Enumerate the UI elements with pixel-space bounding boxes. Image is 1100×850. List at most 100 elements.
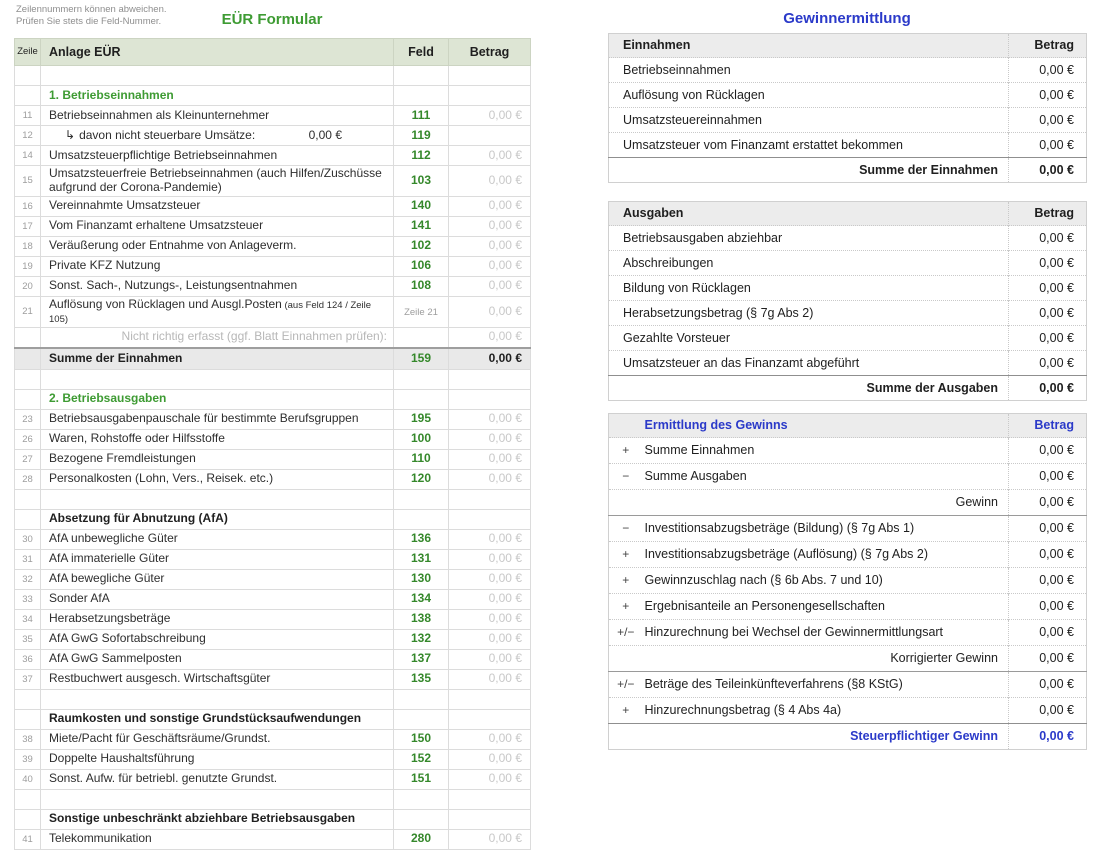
amount-cell[interactable]: 0,00 €	[1008, 515, 1087, 542]
betrag-cell[interactable]: 0,00 €	[448, 628, 531, 650]
betrag-cell[interactable]: 0,00 €	[448, 568, 531, 590]
table-row	[14, 688, 531, 710]
betrag-cell[interactable]: 0,00 €	[448, 648, 531, 670]
amount-cell[interactable]: 0,00 €	[1008, 619, 1087, 646]
amount-cell[interactable]: 0,00 €	[1008, 541, 1087, 568]
table-row: − Summe Ausgaben 0,00 €	[608, 463, 1087, 490]
label-cell: Gezahlte Vorsteuer	[608, 325, 1009, 351]
feld-cell	[393, 688, 449, 710]
feld-cell	[393, 788, 449, 810]
label-cell: AfA unbewegliche Güter	[40, 528, 394, 550]
amount-cell[interactable]: 0,00 €	[1008, 671, 1087, 698]
table-row: Betriebseinnahmen 0,00 €	[608, 57, 1087, 83]
table-row: Nicht richtig erfasst (ggf. Blatt Einnah…	[14, 326, 531, 349]
amount-cell[interactable]: 0,00 €	[1008, 300, 1087, 326]
label-cell: Umsatzsteuerfreie Betriebseinnahmen (auc…	[40, 165, 394, 197]
feld-cell: 108	[393, 275, 449, 297]
column-header-anlage-eur: Anlage EÜR	[40, 38, 394, 66]
amount-cell[interactable]: 0,00 €	[1008, 325, 1087, 351]
betrag-cell[interactable]: 0,00 €	[448, 728, 531, 750]
feld-cell: Zeile 21	[393, 295, 449, 328]
betrag-cell[interactable]: 0,00 €	[448, 828, 531, 850]
amount-cell[interactable]: 0,00 €	[1008, 132, 1087, 158]
feld-cell: 111	[393, 105, 449, 126]
zeile-cell: 36	[14, 648, 41, 670]
inline-value[interactable]: 0,00 €	[308, 127, 342, 142]
betrag-cell[interactable]: 0,00 €	[448, 215, 531, 237]
label-cell: Investitionsabzugsbeträge (Auflösung) (§…	[642, 541, 1009, 568]
disclaimer-note: Zeilennummern können abweichen. Prüfen S…	[16, 4, 167, 29]
betrag-cell	[448, 488, 531, 510]
amount-cell[interactable]: 0,00 €	[1008, 723, 1087, 750]
betrag-cell[interactable]: 0,00 €	[448, 346, 531, 370]
table-row: 2. Betriebsausgaben	[14, 388, 531, 410]
label-cell	[40, 368, 394, 390]
amount-cell[interactable]: 0,00 €	[1008, 437, 1087, 464]
amount-cell[interactable]: 0,00 €	[1008, 463, 1087, 490]
table-row: + Hinzurechnungsbetrag (§ 4 Abs 4a) 0,00 €	[608, 697, 1087, 724]
label-cell	[40, 488, 394, 510]
betrag-cell[interactable]: 0,00 €	[448, 588, 531, 610]
label-cell: Vom Finanzamt erhaltene Umsatzsteuer	[40, 215, 394, 237]
table-row: 33 Sonder AfA 134 0,00 €	[14, 588, 531, 610]
betrag-cell[interactable]: 0,00 €	[448, 748, 531, 770]
amount-cell[interactable]: 0,00 €	[1008, 645, 1087, 672]
zeile-cell: 28	[14, 468, 41, 490]
amount-cell[interactable]: 0,00 €	[1008, 250, 1087, 276]
zeile-cell	[14, 388, 41, 410]
betrag-cell[interactable]: 0,00 €	[448, 448, 531, 470]
betrag-cell[interactable]: 0,00 €	[448, 235, 531, 257]
label-cell: Umsatzsteuerpflichtige Betriebseinnahmen	[40, 145, 394, 166]
sum-amount-cell[interactable]: 0,00 €	[1008, 375, 1087, 401]
amount-cell[interactable]: 0,00 €	[1008, 489, 1087, 516]
label-cell: Summe Ausgaben	[642, 463, 1009, 490]
zeile-cell: 15	[14, 165, 41, 197]
sum-label-cell: Summe der Einnahmen	[608, 157, 1009, 183]
betrag-cell[interactable]: 0,00 €	[448, 145, 531, 166]
label-cell: ↳ davon nicht steuerbare Umsätze: 0,00 €	[40, 125, 394, 146]
table-row: + Gewinnzuschlag nach (§ 6b Abs. 7 und 10…	[608, 567, 1087, 594]
betrag-cell[interactable]: 0,00 €	[448, 668, 531, 690]
label-cell: Sonst. Aufw. für betriebl. genutzte Grun…	[40, 768, 394, 790]
betrag-cell[interactable]: 0,00 €	[448, 528, 531, 550]
betrag-cell[interactable]: 0,00 €	[448, 195, 531, 217]
amount-cell[interactable]: 0,00 €	[1008, 57, 1087, 83]
betrag-cell[interactable]: 0,00 €	[448, 608, 531, 630]
betrag-cell[interactable]: 0,00 €	[448, 255, 531, 277]
amount-cell[interactable]: 0,00 €	[1008, 593, 1087, 620]
table-row: 17 Vom Finanzamt erhaltene Umsatzsteuer 14…	[14, 215, 531, 237]
betrag-cell[interactable]: 0,00 €	[448, 548, 531, 570]
feld-cell	[393, 708, 449, 730]
table-row: 11 Betriebseinnahmen als Kleinunternehmer…	[14, 105, 531, 126]
table-row: Auflösung von Rücklagen 0,00 €	[608, 82, 1087, 108]
betrag-cell[interactable]: 0,00 €	[448, 768, 531, 790]
amount-cell[interactable]: 0,00 €	[1008, 82, 1087, 108]
zeile-cell: 40	[14, 768, 41, 790]
amount-cell[interactable]: 0,00 €	[1008, 275, 1087, 301]
sum-amount-cell[interactable]: 0,00 €	[1008, 157, 1087, 183]
betrag-cell	[448, 125, 531, 146]
table-row: 14 Umsatzsteuerpflichtige Betriebseinnahm…	[14, 145, 531, 166]
amount-cell[interactable]: 0,00 €	[1008, 225, 1087, 251]
betrag-cell[interactable]: 0,00 €	[448, 326, 531, 349]
feld-cell	[393, 488, 449, 510]
ausgaben-table: Ausgaben Betrag Betriebsausgaben abziehb…	[608, 201, 1087, 401]
betrag-cell[interactable]: 0,00 €	[448, 428, 531, 450]
sign-cell	[608, 723, 643, 750]
betrag-cell[interactable]: 0,00 €	[448, 468, 531, 490]
betrag-cell[interactable]: 0,00 €	[448, 165, 531, 197]
table-row	[14, 488, 531, 510]
amount-cell[interactable]: 0,00 €	[1008, 567, 1087, 594]
amount-cell[interactable]: 0,00 €	[1008, 697, 1087, 724]
table-row: Abschreibungen 0,00 €	[608, 250, 1087, 276]
feld-cell: 150	[393, 728, 449, 750]
feld-cell: 138	[393, 608, 449, 630]
amount-cell[interactable]: 0,00 €	[1008, 107, 1087, 133]
header-row: Zeile Anlage EÜR Feld Betrag	[14, 38, 531, 66]
betrag-cell[interactable]: 0,00 €	[448, 275, 531, 297]
amount-cell[interactable]: 0,00 €	[1008, 350, 1087, 376]
label-cell: Raumkosten und sonstige Grundstücksaufwe…	[40, 708, 394, 730]
betrag-cell[interactable]: 0,00 €	[448, 408, 531, 430]
betrag-cell[interactable]: 0,00 €	[448, 295, 531, 328]
betrag-cell[interactable]: 0,00 €	[448, 105, 531, 126]
